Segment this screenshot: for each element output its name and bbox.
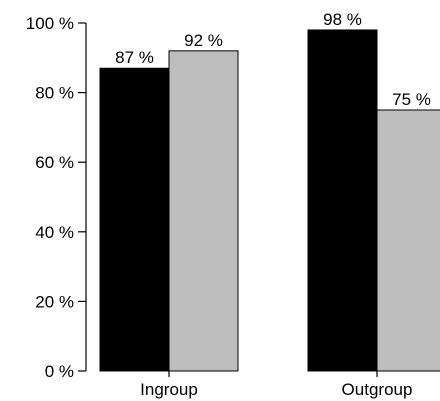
x-category-label: Outgroup xyxy=(342,380,413,399)
data-labels: 87 % 92 % 98 % 75 % xyxy=(115,10,431,109)
bar-outgroup-1 xyxy=(307,29,378,372)
y-tick-label: 60 % xyxy=(35,153,74,172)
data-label: 92 % xyxy=(184,31,223,50)
y-ticks: 0 % 20 % 40 % 60 % 80 % 100 % xyxy=(26,14,86,381)
bar-ingroup-2 xyxy=(168,50,239,372)
data-label: 75 % xyxy=(392,90,431,109)
y-tick-label: 100 % xyxy=(26,14,74,33)
bars xyxy=(99,29,440,372)
bar-outgroup-2 xyxy=(376,109,440,372)
bar-ingroup-1 xyxy=(99,67,170,372)
y-tick-label: 80 % xyxy=(35,84,74,103)
data-label: 98 % xyxy=(323,10,362,29)
data-label: 87 % xyxy=(115,48,154,67)
x-labels: Ingroup Outgroup xyxy=(140,371,412,399)
y-tick-label: 40 % xyxy=(35,223,74,242)
y-tick-label: 20 % xyxy=(35,292,74,311)
x-category-label: Ingroup xyxy=(140,380,198,399)
y-tick-label: 0 % xyxy=(45,362,74,381)
